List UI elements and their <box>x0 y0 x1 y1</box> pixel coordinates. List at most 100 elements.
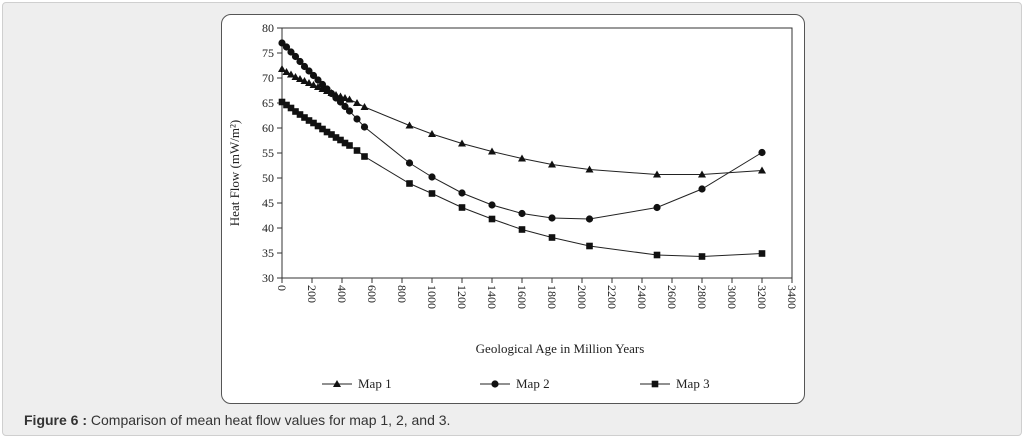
y-tick-label: 35 <box>262 246 274 260</box>
x-tick-label: 1600 <box>515 285 529 309</box>
figure-card: 30 35 40 45 50 55 60 65 70 75 80 0 200 400 600 800 1000 1… <box>221 14 805 404</box>
data-point <box>488 201 496 209</box>
data-point <box>360 123 369 131</box>
data-point <box>336 98 345 106</box>
series-2 <box>278 39 766 223</box>
legend-label: Map 3 <box>676 376 710 391</box>
data-point <box>319 125 326 133</box>
x-tick-label: 1200 <box>455 285 469 309</box>
data-point <box>548 214 556 222</box>
y-tick-label: 60 <box>262 121 274 135</box>
data-point <box>758 166 766 174</box>
data-point <box>653 170 661 178</box>
series-1 <box>278 65 766 178</box>
data-point <box>323 85 331 93</box>
data-point <box>353 99 361 106</box>
data-point <box>328 131 335 138</box>
data-point <box>428 173 436 181</box>
data-point <box>309 71 318 80</box>
x-tick-label: 3000 <box>725 285 739 309</box>
data-point <box>548 160 556 168</box>
data-point <box>341 102 349 111</box>
data-point <box>345 95 354 103</box>
y-tick-label: 65 <box>262 96 274 110</box>
data-point <box>305 117 313 124</box>
data-point <box>305 79 313 86</box>
x-tick-label: 600 <box>365 285 379 303</box>
data-point <box>296 57 304 66</box>
y-tick-label: 30 <box>262 271 274 285</box>
x-tick-label: 2800 <box>695 285 709 309</box>
data-point <box>314 122 322 130</box>
data-point <box>488 147 496 155</box>
data-point <box>283 101 290 109</box>
data-point <box>653 203 661 212</box>
legend-item-1: Map 1 <box>322 376 392 391</box>
data-point <box>698 253 706 260</box>
data-point <box>345 107 354 115</box>
data-point <box>653 251 661 259</box>
data-point <box>291 73 300 80</box>
data-point <box>327 89 336 98</box>
data-point <box>585 215 594 223</box>
data-point <box>361 153 368 160</box>
data-point <box>291 52 300 61</box>
y-tick-label: 55 <box>262 146 274 160</box>
x-tick-label: 2400 <box>635 285 649 309</box>
data-point <box>353 147 361 154</box>
caption-label: Figure 6 : <box>24 412 88 428</box>
x-tick-label: 1800 <box>545 285 559 309</box>
x-tick-label: 2200 <box>605 285 619 309</box>
series-line <box>281 101 763 258</box>
legend-marker <box>651 380 659 388</box>
data-point <box>758 148 766 157</box>
y-tick-label: 75 <box>262 46 274 60</box>
y-tick-label: 40 <box>262 221 274 235</box>
data-point <box>586 242 593 250</box>
data-point <box>287 104 295 112</box>
y-axis-label: Heat Flow (mW/m²) <box>227 120 242 226</box>
data-point <box>278 65 286 72</box>
chart-legend: Map 1 Map 2 Map 3 <box>322 376 710 391</box>
data-point <box>282 43 291 51</box>
data-point <box>405 159 414 167</box>
data-point <box>278 98 286 106</box>
data-point <box>758 250 766 257</box>
legend-item-3: Map 3 <box>640 376 710 391</box>
x-tick-label: 0 <box>275 285 289 291</box>
x-tick-label: 1400 <box>485 285 499 309</box>
data-point <box>518 154 526 162</box>
data-point <box>287 70 295 78</box>
data-point <box>353 115 361 123</box>
x-tick-label: 2000 <box>575 285 589 309</box>
data-point <box>341 139 349 147</box>
x-tick-label: 1000 <box>425 285 439 309</box>
data-point <box>698 185 706 193</box>
x-axis-label: Geological Age in Million Years <box>476 341 645 356</box>
legend-marker <box>491 380 499 388</box>
data-point <box>310 119 317 127</box>
series-3 <box>278 98 766 260</box>
y-tick-label: 80 <box>262 21 274 35</box>
data-point <box>341 94 349 101</box>
x-tick-label: 200 <box>305 285 319 303</box>
data-point <box>698 170 706 178</box>
y-tick-label: 45 <box>262 196 274 210</box>
data-point <box>332 134 340 141</box>
data-point <box>300 77 309 84</box>
data-point <box>301 114 308 121</box>
data-point <box>282 68 291 75</box>
data-point <box>337 136 344 144</box>
data-point <box>428 190 436 197</box>
x-tick-label: 800 <box>395 285 409 303</box>
legend-label: Map 2 <box>516 376 550 391</box>
data-point <box>406 180 413 187</box>
data-point <box>346 142 353 149</box>
data-point <box>360 103 369 110</box>
data-point <box>314 76 322 84</box>
data-point <box>305 67 313 75</box>
x-tick-label: 2600 <box>665 285 679 309</box>
data-point <box>296 75 304 82</box>
data-point <box>585 165 594 173</box>
